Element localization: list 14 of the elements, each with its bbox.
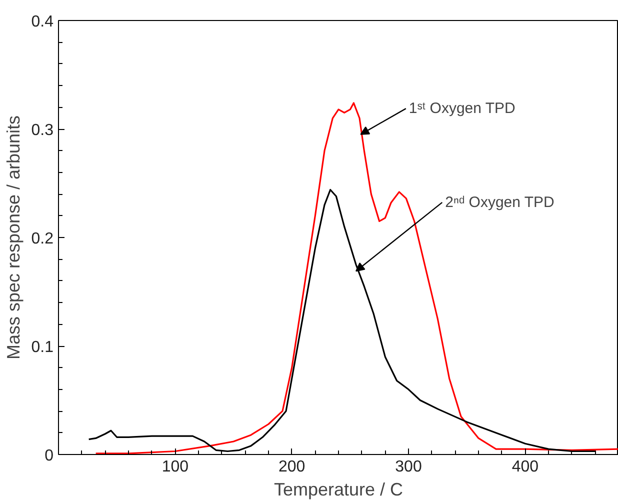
x-tick-label: 100 bbox=[162, 458, 189, 476]
x-axis-title: Temperature / C bbox=[274, 480, 404, 500]
x-tick-label: 300 bbox=[395, 458, 422, 476]
y-tick-label: 0.1 bbox=[31, 339, 54, 356]
x-tick-label: 400 bbox=[512, 458, 539, 476]
y-tick-label: 0.4 bbox=[31, 14, 54, 30]
y-tick-label: 0.3 bbox=[31, 122, 54, 139]
y-tick-label: 0 bbox=[44, 448, 54, 464]
annotation: 1ˢᵗ Oxygen TPD bbox=[408, 100, 516, 118]
y-tick-label: 0.2 bbox=[31, 230, 54, 248]
line-series bbox=[95, 102, 618, 454]
x-tick-label: 200 bbox=[278, 458, 306, 476]
annotation: 2ⁿᵈ Oxygen TPD bbox=[445, 194, 555, 211]
y-axis-title: Mass spec response / arbunits bbox=[3, 115, 24, 360]
